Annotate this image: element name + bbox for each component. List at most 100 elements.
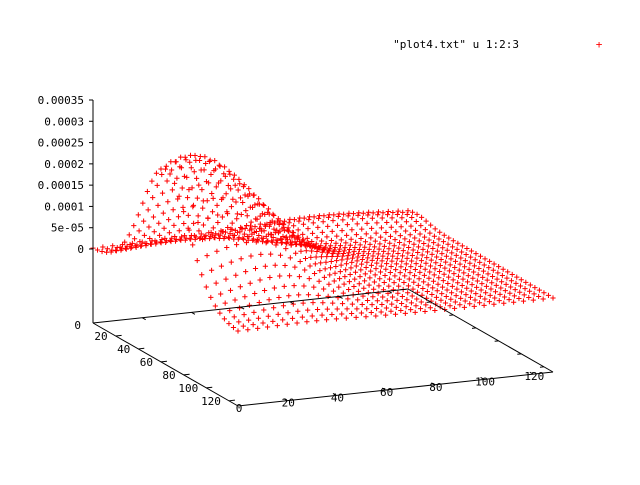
surface-point bbox=[338, 243, 343, 248]
surface-point bbox=[385, 212, 390, 217]
surface-point bbox=[266, 297, 271, 302]
surface-point bbox=[256, 316, 261, 321]
surface-point bbox=[376, 209, 381, 214]
surface-point bbox=[311, 214, 316, 219]
surface-point bbox=[404, 261, 409, 266]
surface-point bbox=[448, 262, 453, 267]
surface-point bbox=[130, 241, 135, 246]
surface-point bbox=[386, 284, 391, 289]
surface-point bbox=[376, 291, 381, 296]
surface-point bbox=[428, 222, 433, 227]
surface-point bbox=[229, 260, 234, 265]
surface-point bbox=[152, 229, 157, 234]
surface-point bbox=[398, 264, 403, 269]
surface-point bbox=[443, 260, 448, 265]
surface-point bbox=[427, 269, 432, 274]
surface-point bbox=[353, 270, 358, 275]
surface-point bbox=[252, 202, 257, 207]
surface-point bbox=[317, 268, 322, 273]
surface-point bbox=[199, 187, 204, 192]
surface-point bbox=[242, 294, 247, 299]
surface-point bbox=[347, 247, 352, 252]
surface-point bbox=[334, 258, 339, 263]
surface-point bbox=[176, 214, 181, 219]
surface-point bbox=[420, 247, 425, 252]
surface-point bbox=[307, 263, 312, 268]
surface-point bbox=[271, 213, 276, 218]
surface-point bbox=[385, 298, 390, 303]
surface-point bbox=[413, 310, 418, 315]
surface-point bbox=[326, 282, 331, 287]
surface-point bbox=[507, 291, 512, 296]
surface-point bbox=[436, 243, 441, 248]
legend[interactable]: "plot4.txt" u 1:2:3 + bbox=[393, 38, 603, 51]
surface-point bbox=[323, 260, 328, 265]
surface-point bbox=[494, 283, 499, 288]
surface-point bbox=[379, 264, 384, 269]
surface-point bbox=[243, 208, 248, 213]
surface-point bbox=[374, 231, 379, 236]
surface-point bbox=[228, 288, 233, 293]
surface-point bbox=[476, 272, 481, 277]
surface-point bbox=[258, 222, 263, 227]
surface-point bbox=[403, 228, 408, 233]
surface-point bbox=[222, 164, 227, 169]
surface-point bbox=[196, 182, 201, 187]
surface-point bbox=[334, 316, 339, 321]
surface-point bbox=[307, 214, 312, 219]
surface-point bbox=[227, 236, 232, 241]
surface-point bbox=[413, 228, 418, 233]
surface-point bbox=[343, 240, 348, 245]
surface-point bbox=[252, 291, 257, 296]
surface-point bbox=[288, 255, 293, 260]
surface-point bbox=[463, 292, 468, 297]
surface-point bbox=[445, 281, 450, 286]
surface-point bbox=[373, 313, 378, 318]
surface-point bbox=[183, 155, 188, 160]
surface-point bbox=[430, 246, 435, 251]
surface-point bbox=[466, 267, 471, 272]
surface-point bbox=[393, 312, 398, 317]
surface-point bbox=[518, 283, 523, 288]
surface-point bbox=[252, 224, 257, 229]
surface-point bbox=[399, 224, 404, 229]
surface-point bbox=[272, 285, 277, 290]
surface-point bbox=[434, 295, 439, 300]
surface-point bbox=[316, 216, 321, 221]
surface-point bbox=[304, 248, 309, 253]
surface-point bbox=[171, 223, 176, 228]
surface-point bbox=[499, 279, 504, 284]
surface-point bbox=[287, 217, 292, 222]
surface-point bbox=[428, 263, 433, 268]
surface-point bbox=[417, 270, 422, 275]
surface-point bbox=[474, 285, 479, 290]
surface-point bbox=[195, 195, 200, 200]
surface-point bbox=[235, 211, 240, 216]
surface-point bbox=[251, 310, 256, 315]
surface-point bbox=[155, 203, 160, 208]
surface-point bbox=[392, 273, 397, 278]
x-tick-label: 100 bbox=[178, 382, 198, 395]
surface-point bbox=[427, 231, 432, 236]
surface-point bbox=[389, 215, 394, 220]
surface-point bbox=[280, 317, 285, 322]
surface-point bbox=[136, 228, 141, 233]
surface-point bbox=[541, 290, 546, 295]
surface-point bbox=[339, 311, 344, 316]
surface-point bbox=[202, 154, 207, 159]
surface-point bbox=[224, 245, 229, 250]
surface-point bbox=[241, 237, 246, 242]
surface-point bbox=[412, 235, 417, 240]
surface-point bbox=[327, 212, 332, 217]
surface-point bbox=[270, 319, 275, 324]
surface-point bbox=[327, 272, 332, 277]
x-tick-label: 80 bbox=[162, 369, 175, 382]
surface-point bbox=[333, 264, 338, 269]
surface-point bbox=[260, 320, 265, 325]
surface-point bbox=[314, 235, 319, 240]
surface-point bbox=[485, 271, 490, 276]
surface-point bbox=[402, 273, 407, 278]
surface-point bbox=[261, 203, 266, 208]
surface-point bbox=[199, 272, 204, 277]
surface-point bbox=[192, 153, 197, 158]
